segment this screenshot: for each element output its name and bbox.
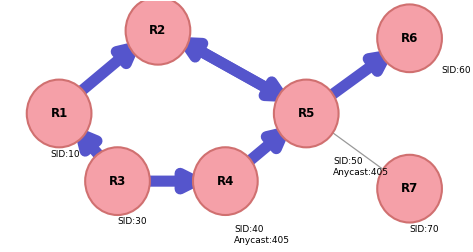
- Text: R4: R4: [217, 175, 234, 188]
- Ellipse shape: [377, 5, 442, 72]
- Text: R2: R2: [149, 24, 166, 37]
- Text: R7: R7: [401, 182, 418, 195]
- Ellipse shape: [126, 0, 190, 65]
- Text: SID:70: SID:70: [410, 225, 439, 234]
- Text: R1: R1: [51, 107, 68, 120]
- Text: SID:60: SID:60: [441, 66, 471, 75]
- Ellipse shape: [274, 80, 339, 147]
- Ellipse shape: [27, 80, 91, 147]
- Text: SID:10: SID:10: [50, 150, 80, 159]
- Text: R3: R3: [109, 175, 126, 188]
- Text: R5: R5: [298, 107, 315, 120]
- Ellipse shape: [377, 155, 442, 223]
- Ellipse shape: [85, 147, 150, 215]
- Ellipse shape: [193, 147, 258, 215]
- Text: SID:30: SID:30: [117, 217, 147, 227]
- Text: R6: R6: [401, 32, 418, 45]
- Text: SID:40
Anycast:405: SID:40 Anycast:405: [234, 225, 290, 245]
- Text: SID:50
Anycast:405: SID:50 Anycast:405: [333, 157, 389, 177]
